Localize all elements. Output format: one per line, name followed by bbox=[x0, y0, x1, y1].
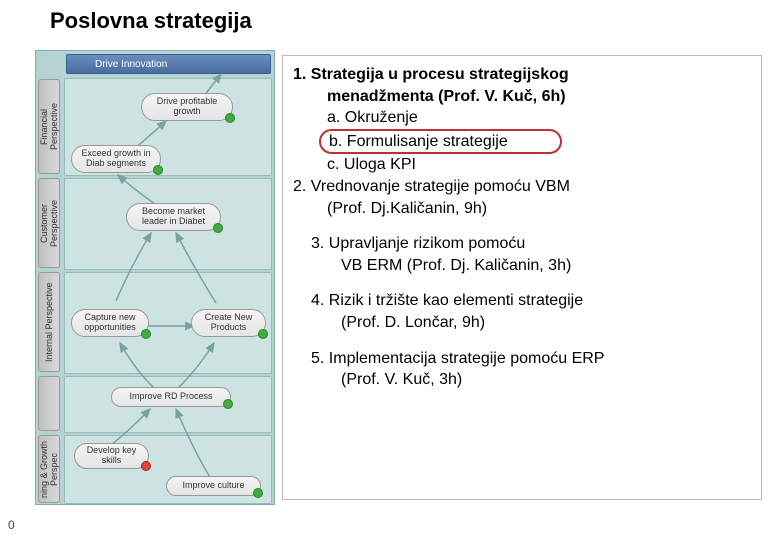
outline-item-1b-highlight: b. Formulisanje strategije bbox=[319, 129, 562, 155]
status-dot-green-icon bbox=[225, 113, 235, 123]
perspective-tab-blank bbox=[38, 376, 60, 431]
perspective-tab-learning: ning & Growth Perspec bbox=[38, 435, 60, 503]
outline-item-4-l1: 4. Rizik i tržište kao elementi strategi… bbox=[293, 290, 751, 312]
strategy-map: Drive Innovation Financial Perspective C… bbox=[35, 50, 275, 505]
node-label: Improve RD Process bbox=[129, 392, 212, 402]
node-label: Develop key skills bbox=[81, 446, 142, 466]
outline-item-3-l1: 3. Upravljanje rizikom pomoću bbox=[293, 233, 751, 255]
outline-item-5-l2: (Prof. V. Kuč, 3h) bbox=[293, 369, 751, 391]
outline-item-5-l1: 5. Implementacija strategije pomoću ERP bbox=[293, 348, 751, 370]
node-develop-skills: Develop key skills bbox=[74, 443, 149, 469]
outline-item-1-title: 1. Strategija u procesu strategijskog bbox=[293, 64, 751, 86]
node-label: Drive profitable growth bbox=[148, 97, 226, 117]
outline-item-1a: a. Okruženje bbox=[293, 107, 751, 129]
node-drive-growth: Drive profitable growth bbox=[141, 93, 233, 121]
outline-item-4-l2: (Prof. D. Lončar, 9h) bbox=[293, 312, 751, 334]
perspective-tab-internal: Internal Perspective bbox=[38, 272, 60, 372]
perspective-tab-customer: Customer Perspective bbox=[38, 178, 60, 268]
outline-panel: 1. Strategija u procesu strategijskog me… bbox=[282, 55, 762, 500]
node-exceed-growth: Exceed growth in Diab segments bbox=[71, 145, 161, 173]
outline-item-1c: c. Uloga KPI bbox=[293, 154, 751, 176]
node-label: Exceed growth in Diab segments bbox=[78, 149, 154, 169]
outline-item-2-l2: (Prof. Dj.Kaličanin, 9h) bbox=[293, 198, 751, 220]
outline-item-3-l2: VB ERM (Prof. Dj. Kaličanin, 3h) bbox=[293, 255, 751, 277]
status-dot-green-icon bbox=[223, 399, 233, 409]
node-capture-opps: Capture new opportunities bbox=[71, 309, 149, 337]
outline-item-1-title2: menadžmenta (Prof. V. Kuč, 6h) bbox=[293, 86, 751, 108]
node-improve-culture: Improve culture bbox=[166, 476, 261, 496]
status-dot-green-icon bbox=[258, 329, 268, 339]
node-improve-rd: Improve RD Process bbox=[111, 387, 231, 407]
status-dot-green-icon bbox=[253, 488, 263, 498]
page-number: 0 bbox=[8, 518, 15, 532]
status-dot-green-icon bbox=[153, 165, 163, 175]
node-create-products: Create New Products bbox=[191, 309, 266, 337]
node-market-leader: Become market leader in Diabet bbox=[126, 203, 221, 231]
perspective-tab-financial: Financial Perspective bbox=[38, 79, 60, 174]
node-label: Create New Products bbox=[198, 313, 259, 333]
status-dot-red-icon bbox=[141, 461, 151, 471]
outline-item-2-l1: 2. Vrednovanje strategije pomoću VBM bbox=[293, 176, 751, 198]
status-dot-green-icon bbox=[141, 329, 151, 339]
map-header: Drive Innovation bbox=[66, 54, 271, 74]
node-label: Capture new opportunities bbox=[78, 313, 142, 333]
node-label: Improve culture bbox=[182, 481, 244, 491]
status-dot-green-icon bbox=[213, 223, 223, 233]
page-title: Poslovna strategija bbox=[50, 8, 252, 34]
node-label: Become market leader in Diabet bbox=[133, 207, 214, 227]
